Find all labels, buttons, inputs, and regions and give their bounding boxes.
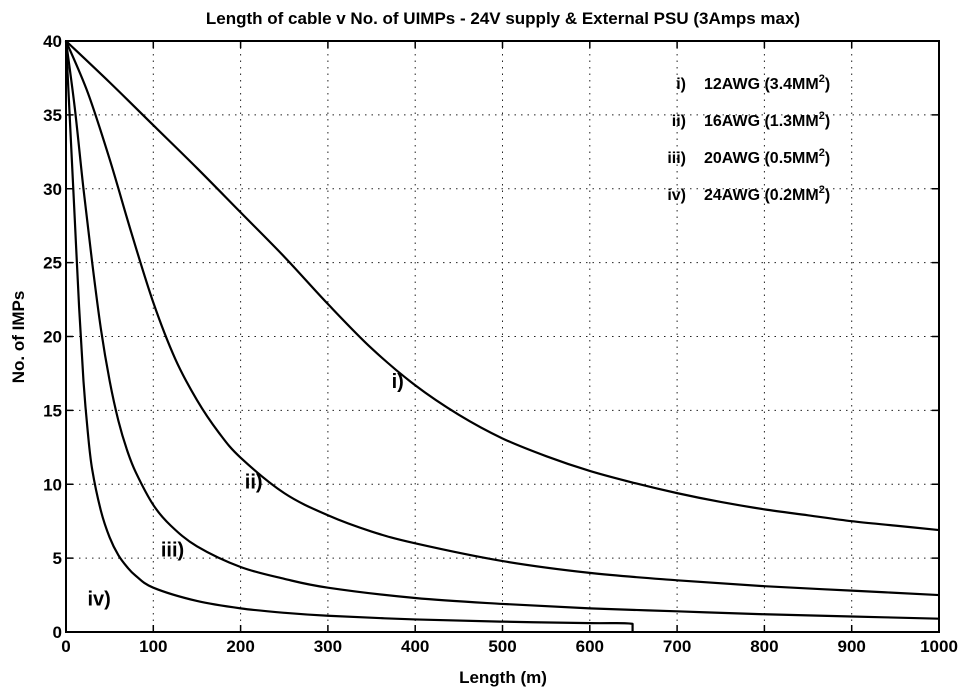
x-axis-label: Length (m) xyxy=(459,668,547,687)
axis-ticks: 0 100 200 300 400 500 600 700 800 900 1000 0 5 10 15 20… xyxy=(43,32,958,656)
legend-item-number: ii) xyxy=(672,113,686,130)
series-lines xyxy=(64,40,940,632)
legend-item-label: 24AWG (0.2MM2) xyxy=(704,184,830,204)
series-line-3 xyxy=(64,40,940,620)
x-tick-label: 900 xyxy=(838,637,866,656)
curve-annotations: i) ii) iii) iv) xyxy=(88,371,404,610)
y-tick-label: 35 xyxy=(43,106,62,125)
legend-item-number: i) xyxy=(676,76,686,93)
x-tick-label: 800 xyxy=(750,637,778,656)
x-tick-label: 0 xyxy=(61,637,70,656)
y-tick-label: 10 xyxy=(43,475,62,494)
x-tick-label: 600 xyxy=(576,637,604,656)
curve-label-1: i) xyxy=(392,371,404,393)
y-tick-label: 30 xyxy=(43,180,62,199)
series-line-2 xyxy=(64,40,940,597)
legend-item-label: 16AWG (1.3MM2) xyxy=(704,110,830,130)
series-line-1 xyxy=(65,40,940,532)
x-tick-label: 200 xyxy=(226,637,254,656)
x-tick-label: 400 xyxy=(401,637,429,656)
x-tick-label: 300 xyxy=(314,637,342,656)
x-tick-label: 1000 xyxy=(920,637,958,656)
y-tick-label: 0 xyxy=(53,623,62,642)
curve-label-4: iv) xyxy=(88,588,111,610)
x-tick-label: 700 xyxy=(663,637,691,656)
y-axis-label: No. of IMPs xyxy=(9,291,28,384)
curve-label-2: ii) xyxy=(245,472,263,494)
series-line-4 xyxy=(64,40,634,632)
y-tick-label: 15 xyxy=(43,401,62,420)
y-tick-label: 20 xyxy=(43,328,62,347)
legend: i) 12AWG (3.4MM2) ii) 16AWG (1.3MM2) iii) 20A… xyxy=(667,73,830,204)
gridlines xyxy=(66,41,939,632)
legend-item-number: iii) xyxy=(667,150,686,167)
x-tick-label: 500 xyxy=(488,637,516,656)
legend-item-label: 12AWG (3.4MM2) xyxy=(704,73,830,93)
curve-label-3: iii) xyxy=(161,540,184,562)
legend-item-number: iv) xyxy=(667,187,686,204)
y-tick-label: 25 xyxy=(43,254,62,273)
x-tick-label: 100 xyxy=(139,637,167,656)
legend-item-label: 20AWG (0.5MM2) xyxy=(704,147,830,167)
y-tick-label: 5 xyxy=(53,549,62,568)
chart-title: Length of cable v No. of UIMPs - 24V sup… xyxy=(206,9,800,28)
y-tick-label: 40 xyxy=(43,32,62,51)
